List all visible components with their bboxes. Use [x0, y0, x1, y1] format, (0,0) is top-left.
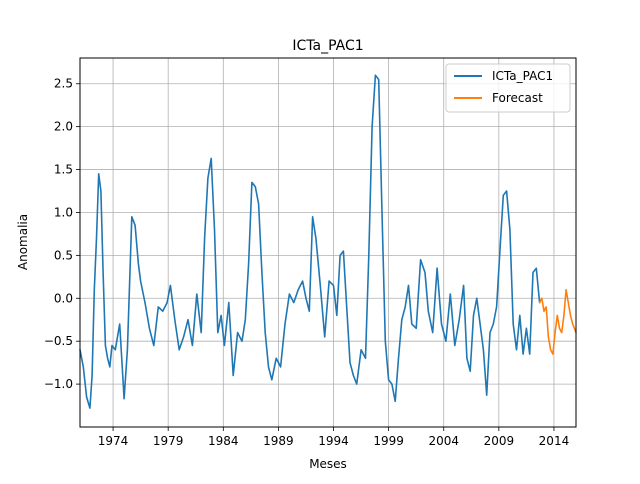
plot-series	[79, 74, 577, 409]
y-axis-label: Anomalia	[16, 214, 30, 270]
y-tick-label: 1.5	[54, 163, 73, 177]
x-tick-label: 2004	[428, 434, 459, 448]
x-tick-label: 1989	[263, 434, 294, 448]
series-line-icpac	[79, 74, 541, 409]
grid-lines	[80, 58, 576, 427]
x-tick-label: 2014	[539, 434, 570, 448]
y-tick-label: 0.5	[54, 248, 73, 262]
x-axis-label: Meses	[309, 457, 347, 471]
axes: 1974 1979 1984 1989 1994 1999 2004 2009 2014 −1.0…	[44, 77, 569, 448]
x-tick-label: 1994	[318, 434, 349, 448]
y-tick-label: −1.0	[44, 377, 73, 391]
y-tick-label: −0.5	[44, 334, 73, 348]
x-tick-label: 1979	[153, 434, 184, 448]
legend: ICTa_PAC1 Forecast	[445, 63, 571, 113]
x-tick-label: 1999	[373, 434, 404, 448]
y-tick-label: 0.0	[54, 291, 73, 305]
x-tick-label: 2009	[484, 434, 515, 448]
legend-label-forecast: Forecast	[492, 91, 543, 105]
y-tick-label: 1.0	[54, 205, 73, 219]
series-line-forecast	[538, 288, 577, 355]
y-tick-label: 2.0	[54, 120, 73, 134]
plot-frame	[79, 57, 577, 428]
legend-label-icpac: ICTa_PAC1	[492, 69, 553, 83]
x-tick-label: 1974	[98, 434, 129, 448]
x-tick-label: 1984	[208, 434, 239, 448]
y-tick-label: 2.5	[54, 77, 73, 91]
chart-title: ICTa_PAC1	[292, 38, 363, 54]
